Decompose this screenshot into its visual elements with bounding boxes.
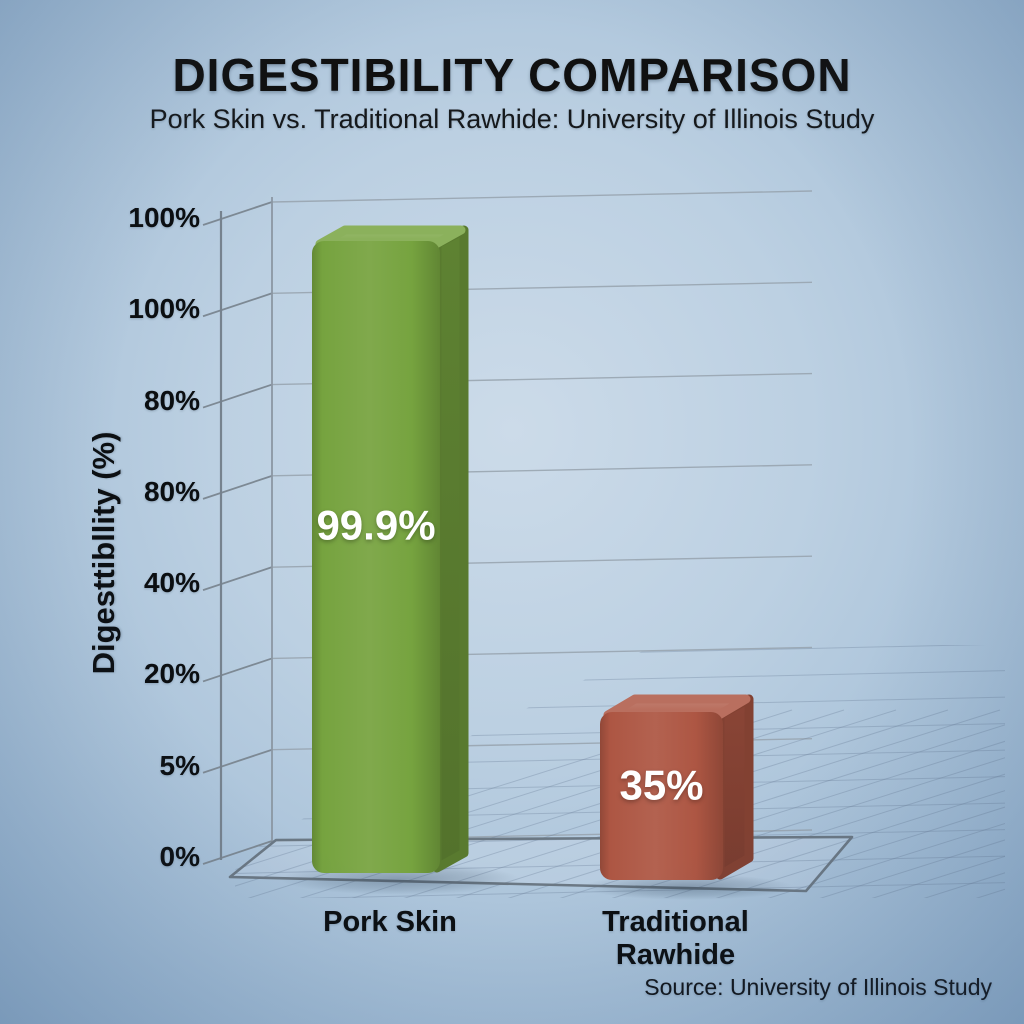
bar-front-face bbox=[312, 241, 440, 873]
y-tick-label: 80% bbox=[143, 475, 200, 507]
gridline-left-wall-tick bbox=[202, 475, 273, 500]
bar-side-face bbox=[715, 694, 754, 880]
floor-mesh-line bbox=[847, 709, 1005, 898]
y-tick-label: 5% bbox=[159, 749, 200, 781]
bar-value-label: 35% bbox=[619, 762, 703, 809]
x-category-label: Pork Skin bbox=[323, 906, 457, 938]
floor-mesh-line bbox=[483, 709, 1005, 898]
bar-shadow bbox=[583, 874, 793, 900]
floor-mesh-line bbox=[795, 709, 1005, 898]
floor-mesh-line bbox=[691, 709, 1005, 898]
y-tick-label: 100% bbox=[128, 293, 200, 325]
chart-subtitle: Pork Skin vs. Traditional Rawhide: Unive… bbox=[149, 104, 875, 134]
gridline-left-wall-tick bbox=[202, 383, 273, 409]
floor-mesh-line bbox=[743, 709, 1005, 898]
y-tick-label: 100% bbox=[128, 202, 200, 233]
floor-mesh-line bbox=[951, 709, 1005, 898]
x-category-label: Traditional Rawhide bbox=[602, 906, 749, 972]
chart-title: DIGESTIBILITY COMPARISON bbox=[172, 49, 852, 101]
gridline-back-wall bbox=[271, 190, 813, 203]
gridline-left-wall-tick bbox=[202, 201, 273, 226]
bar-value-label: 99.9% bbox=[316, 502, 435, 549]
gridline-left-wall-tick bbox=[202, 748, 273, 774]
bar-front-face bbox=[600, 712, 723, 880]
gridline-left-wall-tick bbox=[202, 840, 273, 865]
floor-mesh-line bbox=[639, 709, 1005, 898]
y-tick-label: 40% bbox=[143, 567, 200, 599]
y-tick-label: 80% bbox=[143, 384, 200, 416]
floor-mesh-line bbox=[1003, 709, 1005, 898]
bar-side-face bbox=[432, 225, 469, 873]
gridline-left-wall-tick bbox=[202, 566, 273, 591]
source-note: Source: University of Illinois Study bbox=[644, 974, 992, 1000]
y-tick-label: 20% bbox=[143, 658, 200, 690]
gridline-left-wall-tick bbox=[202, 292, 273, 318]
y-tick-label: 0% bbox=[159, 841, 200, 872]
floor-mesh-line bbox=[899, 709, 1005, 898]
gridline-left-wall-tick bbox=[202, 657, 273, 683]
